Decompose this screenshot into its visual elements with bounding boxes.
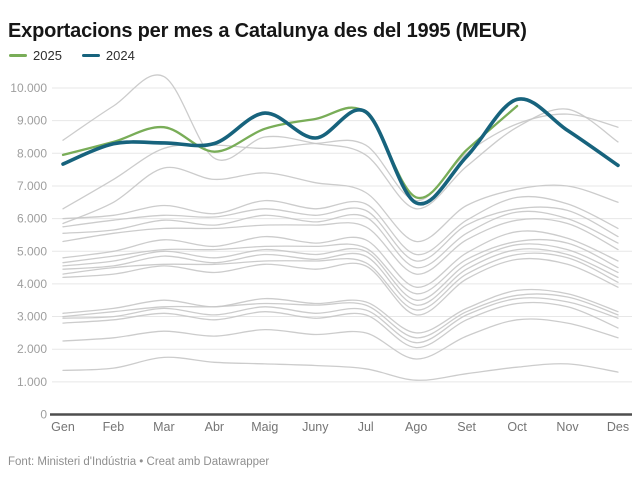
background-year-line — [62, 356, 619, 381]
x-tick-label: Feb — [103, 420, 125, 434]
y-tick-label: 5.000 — [17, 244, 47, 258]
y-tick-label: 0 — [40, 408, 47, 422]
background-year-line — [62, 210, 619, 269]
series-line-2025 — [61, 104, 519, 200]
chart-legend: 2025 2024 — [9, 48, 135, 63]
background-year-line — [62, 293, 619, 339]
legend-swatch-2024-icon — [81, 54, 100, 57]
background-year-line — [62, 113, 619, 210]
y-tick-label: 3.000 — [17, 310, 47, 324]
legend-item-2025: 2025 — [9, 48, 62, 63]
background-year-line — [62, 206, 619, 262]
series-line-2024 — [61, 97, 620, 206]
background-year-line — [62, 297, 619, 344]
x-tick-label: Des — [607, 420, 629, 434]
x-tick-label: Maig — [251, 420, 278, 434]
legend-label-2024: 2024 — [105, 48, 135, 63]
x-tick-label: Mar — [153, 420, 175, 434]
y-tick-label: 6.000 — [17, 212, 47, 226]
legend-label-2025: 2025 — [33, 48, 62, 63]
page-title: Exportacions per mes a Catalunya des del… — [8, 20, 527, 43]
x-axis-labels: Gen Feb Mar Abr Maig Juny Jul Ago Set Oct Nov Des — [51, 420, 629, 434]
x-tick-label: Nov — [556, 420, 579, 434]
y-tick-label: 4.000 — [17, 277, 47, 291]
y-gridlines — [50, 87, 632, 416]
y-tick-label: 7.000 — [17, 179, 47, 193]
y-axis-labels: 0 1.000 2.000 3.000 4.000 5.000 6.000 7.000 8.00… — [10, 81, 47, 422]
y-tick-label: 1.000 — [17, 375, 47, 389]
legend-item-2024: 2024 — [81, 48, 135, 63]
legend-swatch-2025-icon — [9, 54, 27, 57]
x-tick-label: Abr — [205, 420, 224, 434]
x-tick-label: Gen — [51, 420, 75, 434]
background-year-line — [62, 318, 619, 360]
source-attribution: Font: Ministeri d'Indústria • Creat amb … — [8, 456, 270, 468]
background-year-line — [62, 301, 619, 349]
background-year-line — [62, 166, 619, 243]
x-tick-label: Ago — [405, 420, 427, 434]
background-year-line — [62, 74, 619, 210]
background-year-line — [62, 243, 619, 301]
background-year-line — [62, 248, 619, 306]
background-year-line — [62, 230, 619, 288]
background-year-line — [62, 195, 619, 256]
background-year-line — [62, 257, 619, 316]
background-year-line — [62, 238, 619, 295]
background-year-line — [62, 218, 619, 275]
background-year-line — [62, 252, 619, 311]
x-tick-label: Oct — [507, 420, 527, 434]
x-tick-label: Set — [457, 420, 476, 434]
background-year-line — [62, 288, 619, 334]
background-year-lines — [62, 74, 619, 381]
x-tick-label: Jul — [358, 420, 374, 434]
x-tick-label: Juny — [302, 420, 329, 434]
y-tick-label: 10.000 — [10, 81, 47, 95]
y-tick-label: 2.000 — [17, 342, 47, 356]
y-tick-label: 9.000 — [17, 114, 47, 128]
y-tick-label: 8.000 — [17, 146, 47, 160]
